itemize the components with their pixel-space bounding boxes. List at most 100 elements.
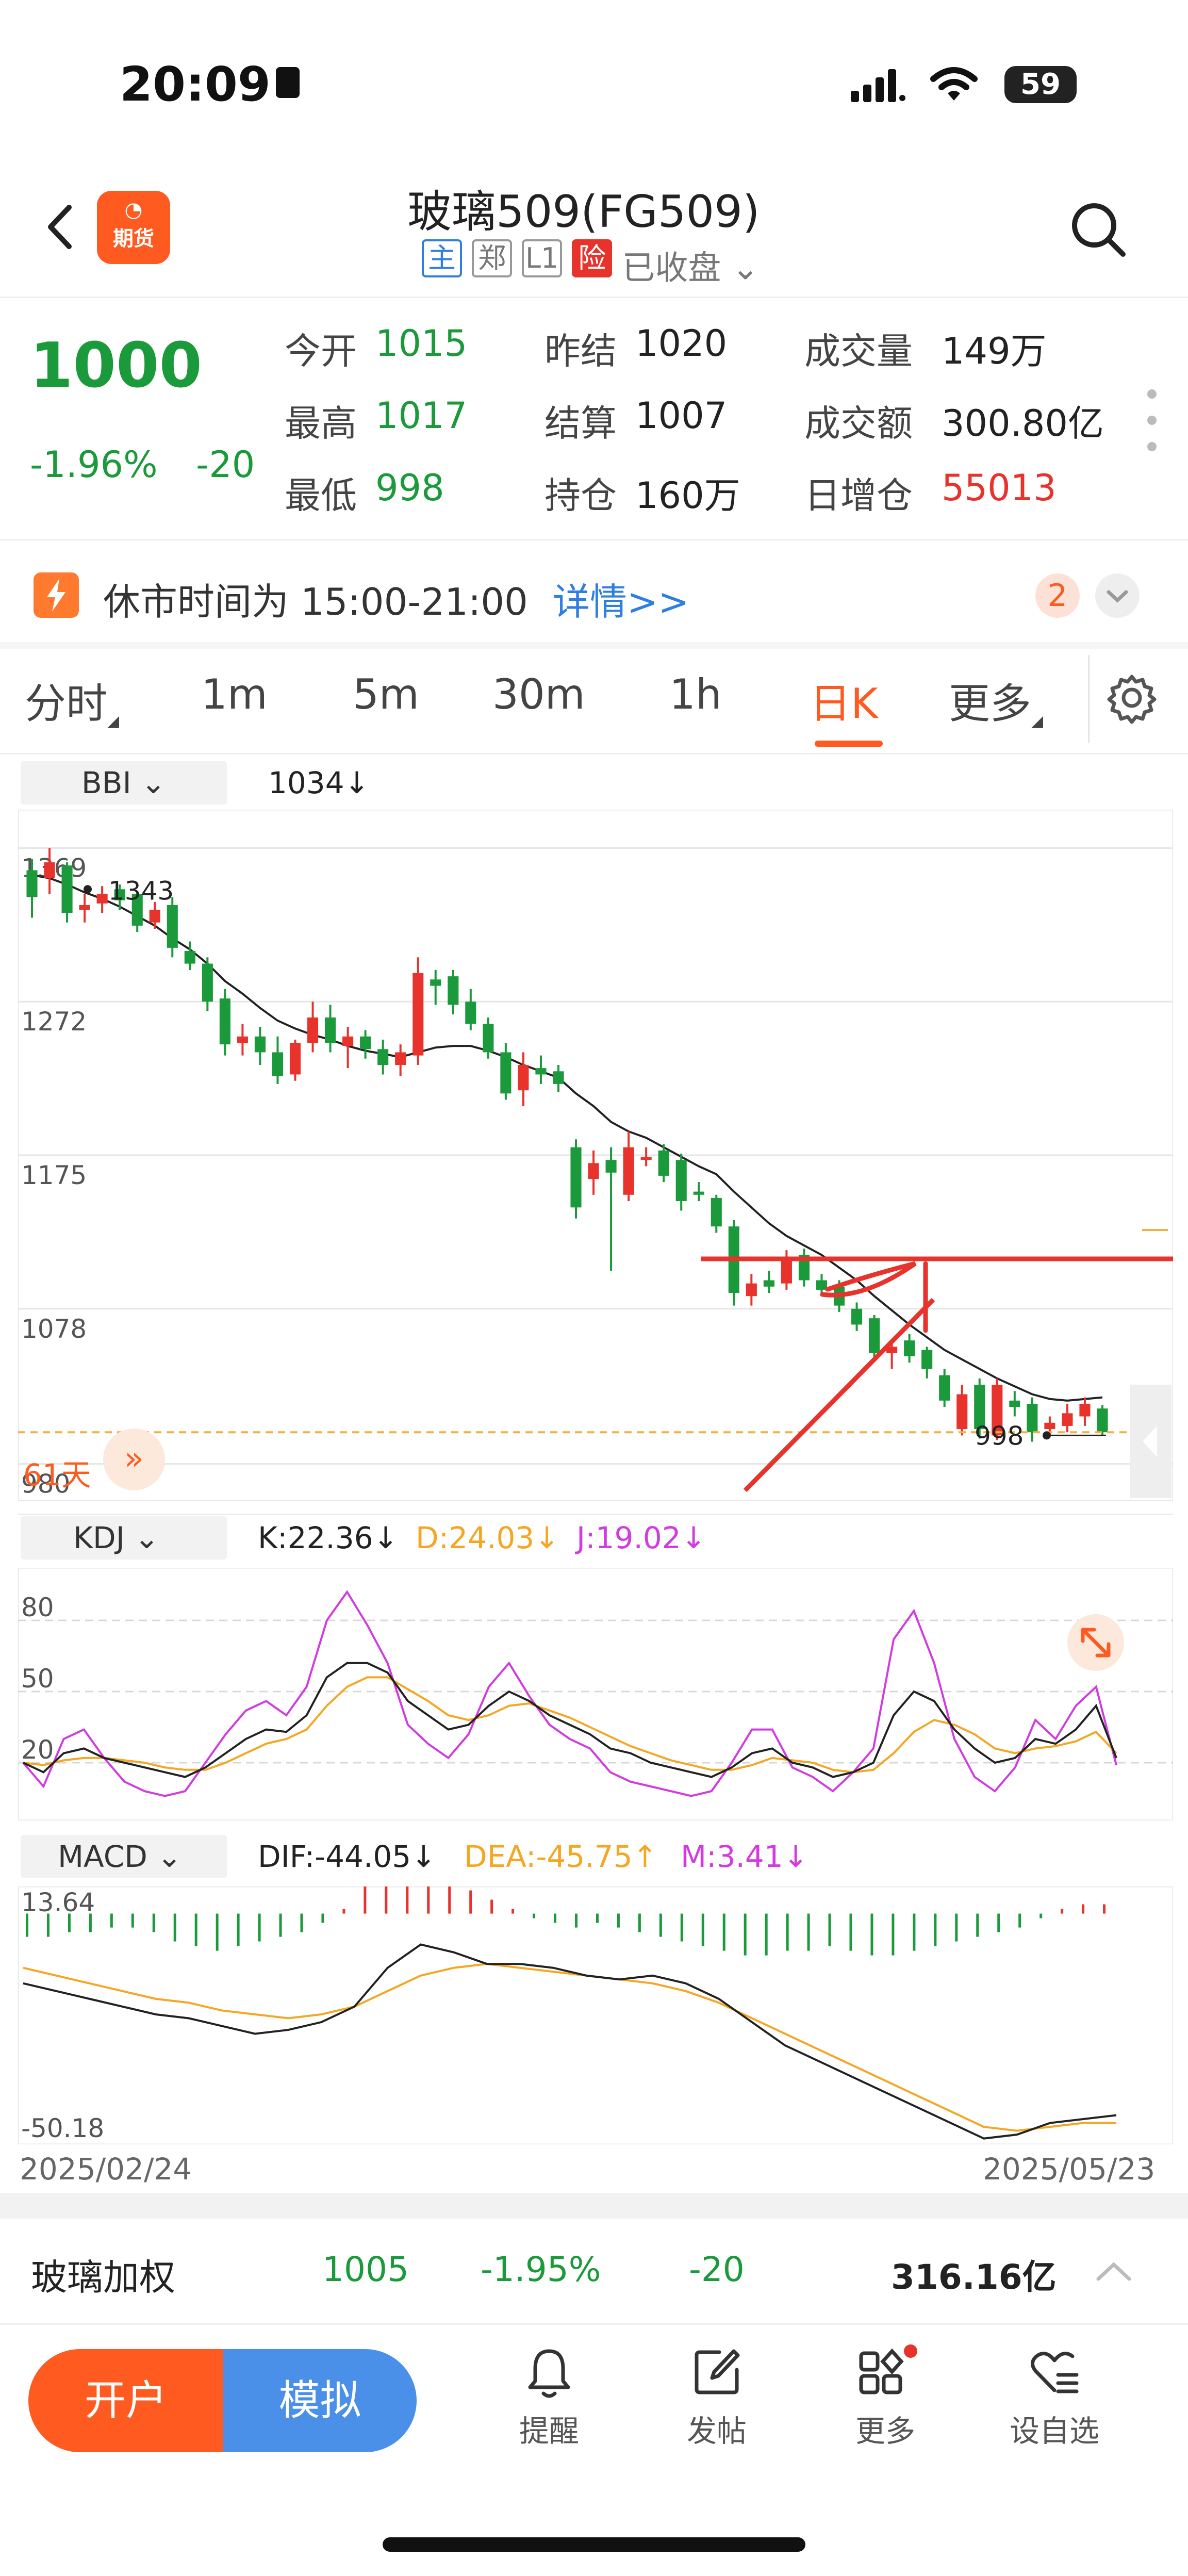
kdj-y-tick: 20 [21, 1735, 54, 1765]
high-marker-label: 1343 [108, 876, 174, 906]
low-marker-label: 998 [975, 1421, 1024, 1451]
macd-chart: 13.64 -50.18 [17, 1867, 1174, 2145]
candle-body [1079, 1403, 1091, 1417]
weighted-expand-icon[interactable] [1093, 2256, 1134, 2287]
macd-hist-bar [1082, 1904, 1085, 1914]
macd-hist-bar [385, 1872, 388, 1914]
open-interest-label: 持仓 [544, 474, 617, 517]
macd-hist-bar [68, 1913, 71, 1932]
turnover-label: 成交额 [804, 402, 913, 445]
macd-hist-bar [364, 1885, 367, 1914]
macd-hist-bar [110, 1913, 113, 1928]
candle-body [675, 1160, 687, 1202]
candle-body [219, 998, 230, 1045]
tab-timeshare[interactable]: 分时◢ [25, 680, 120, 730]
candle-body [483, 1024, 494, 1053]
low-marker-dot [1043, 1431, 1051, 1440]
prev-settle-label: 昨结 [544, 330, 617, 372]
tab-5m[interactable]: 5m [353, 670, 419, 718]
candle-body [974, 1385, 985, 1430]
candle-body [342, 1036, 354, 1046]
volume-label: 成交量 [804, 330, 913, 372]
kdj-j-value: J:19.02↓ [576, 1520, 706, 1555]
chart-side-handle[interactable] [1130, 1385, 1172, 1498]
simulate-button[interactable]: 模拟 [223, 2349, 417, 2452]
badge-level: L1 [522, 239, 563, 277]
back-button[interactable] [41, 201, 77, 253]
macd-hist-bar [870, 1913, 873, 1956]
candle-body [570, 1147, 582, 1208]
active-tab-indicator [815, 741, 883, 747]
id-card-icon [276, 67, 300, 98]
more-label: 更多 [855, 2414, 915, 2449]
date-start: 2025/02/24 [20, 2152, 192, 2187]
kdj-chart: 80 50 20 [17, 1567, 1174, 1822]
main-indicator-selector[interactable]: BBI ⌄ [21, 761, 227, 805]
macd-y-bottom: -50.18 [21, 2113, 104, 2143]
chart-settings-gear-icon[interactable] [1103, 669, 1160, 726]
kdj-j-line [22, 1590, 1117, 1797]
kdj-y-tick: 80 [21, 1593, 54, 1622]
macd-hist-bar [786, 1913, 789, 1951]
candle-body [237, 1036, 248, 1043]
candle-body [448, 976, 459, 1005]
search-icon[interactable] [1067, 199, 1129, 260]
candle-body [500, 1052, 512, 1094]
macd-hist-bar [46, 1913, 50, 1937]
daily-oi-change-value: 55013 [942, 467, 1057, 509]
add-watchlist-button[interactable]: 设自选 [1003, 2344, 1106, 2457]
candle-body [167, 905, 178, 948]
settle-value: 1007 [635, 395, 728, 437]
candle-body [886, 1347, 898, 1353]
post-button[interactable]: 发帖 [673, 2344, 761, 2457]
settle-label: 结算 [544, 402, 617, 445]
weighted-contract-name[interactable]: 玻璃加权 [31, 2256, 175, 2299]
market-closed-notice: 休市时间为 15:00-21:00 [103, 580, 528, 624]
macd-hist-bar [448, 1876, 451, 1914]
candle-body [904, 1340, 915, 1356]
badge-exchange: 郑 [472, 239, 513, 277]
more-dots-icon[interactable] [1146, 387, 1158, 454]
candle-body [869, 1318, 880, 1353]
tab-1m[interactable]: 1m [201, 670, 268, 718]
battery-level: 59 [1020, 68, 1061, 101]
tab-daily-k[interactable]: 日K [810, 680, 878, 728]
macd-indicator-selector[interactable]: MACD ⌄ [21, 1835, 227, 1878]
macd-hist-bar [1061, 1909, 1064, 1914]
macd-y-top: 13.64 [21, 1888, 95, 1917]
y-tick-label: 980 [21, 1469, 70, 1499]
open-account-button[interactable]: 开户 [28, 2349, 223, 2452]
candle-body [412, 973, 424, 1056]
notice-expand-icon[interactable] [1095, 573, 1140, 618]
tab-30m[interactable]: 30m [492, 670, 585, 718]
candle-body [746, 1283, 757, 1297]
candle-body [711, 1197, 722, 1227]
macd-hist-bar [469, 1890, 472, 1914]
tab-more[interactable]: 更多◢ [949, 680, 1044, 730]
daily-oi-change-label: 日增仓 [804, 474, 913, 517]
volume-value: 149万 [942, 330, 1047, 372]
macd-hist-bar [659, 1913, 662, 1937]
kdj-indicator-selector[interactable]: KDJ ⌄ [21, 1516, 227, 1560]
macd-hist-bar [765, 1913, 768, 1956]
low-label: 最低 [285, 474, 357, 517]
candle-body [535, 1068, 547, 1075]
wifi-icon [928, 64, 980, 106]
notice-details-link[interactable]: 详情>> [553, 580, 689, 624]
macd-hist-bar [575, 1913, 578, 1928]
candle-body [1097, 1408, 1108, 1433]
change-percent: -1.96% [30, 444, 158, 486]
tab-1h[interactable]: 1h [669, 670, 722, 718]
chart-scroll-right-button[interactable]: » [103, 1429, 165, 1490]
kdj-d-value: D:24.03↓ [416, 1520, 559, 1555]
candle-body [44, 862, 55, 878]
remind-button[interactable]: 提醒 [505, 2344, 593, 2457]
high-marker-dot [84, 885, 92, 894]
fullscreen-expand-icon[interactable] [1067, 1614, 1124, 1671]
candlestick-chart[interactable]: 1369127211751078980134399861天 [17, 809, 1188, 1502]
macd-hist-bar [342, 1909, 345, 1914]
kdj-y-tick: 50 [21, 1664, 54, 1694]
market-status[interactable]: 已收盘 ⌄ [622, 249, 760, 288]
more-button[interactable]: 更多 [842, 2344, 929, 2457]
macd-dif-line [23, 1943, 1117, 2140]
